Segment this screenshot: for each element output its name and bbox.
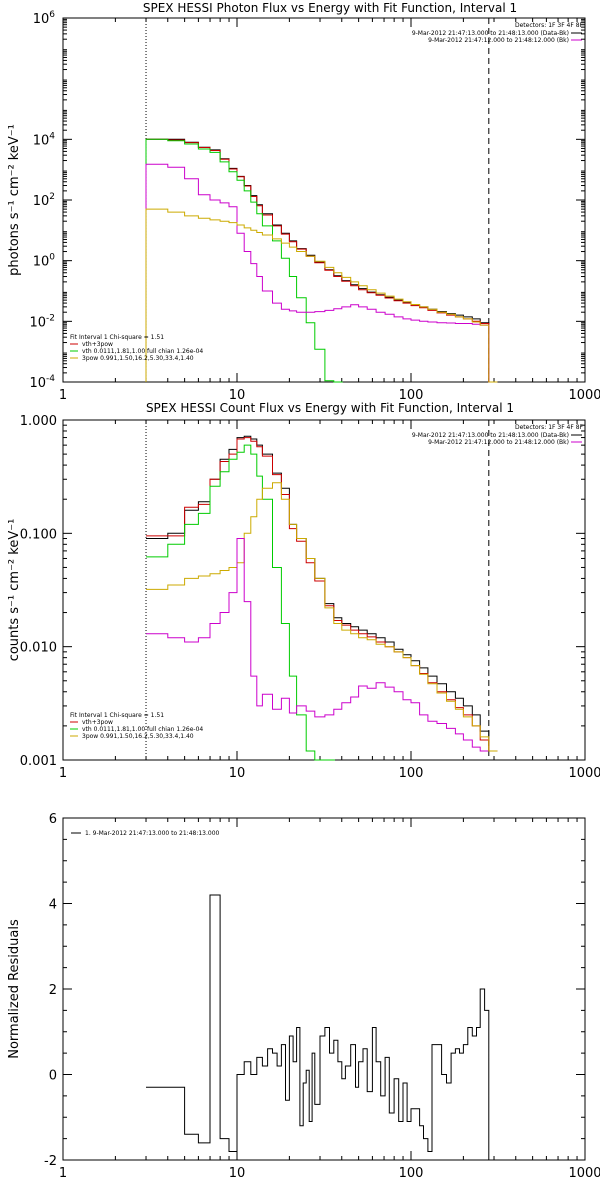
legend-fit-header: Fit Interval 1 Chi-square = 1.51 xyxy=(70,334,164,341)
panel-2-title: SPEX HESSI Count Flux vs Energy with Fit… xyxy=(146,401,514,415)
x-tick-label: 1000 xyxy=(568,1166,600,1181)
plot-frame xyxy=(62,817,586,1161)
legend-entry-text: 9-Mar-2012 21:47:13.000 to 21:48:13.000 … xyxy=(412,30,569,37)
legend-entry-text: 9-Mar-2012 21:47:12.000 to 21:48:12.000 … xyxy=(428,439,569,446)
series-3-line xyxy=(145,138,343,383)
y-tick-label: 106 xyxy=(33,10,56,27)
x-tick-label: 1000 xyxy=(568,388,600,403)
legend-detectors: Detectors: 1F 3F 4F 8F xyxy=(515,22,584,29)
plot-frame xyxy=(62,17,586,383)
y-tick-label: -2 xyxy=(44,1154,57,1169)
y-axis-label: photons s⁻¹ cm⁻² keV⁻¹ xyxy=(7,124,22,276)
y-tick-label: 1.000 xyxy=(20,414,57,429)
y-tick-label: 6 xyxy=(49,812,57,827)
legend-entry-text: 3pow 0.991,1.50,16.2,5.30,33.4,1.40 xyxy=(82,355,194,362)
legend-entry-text: vth+3pow xyxy=(82,719,113,726)
legend-entry-text: vth 0.0111,1.81,1.00 full chian 1.26e-04 xyxy=(82,348,203,355)
x-tick-label: 1 xyxy=(59,766,67,781)
y-tick-label: 104 xyxy=(33,131,56,148)
y-axis-label: counts s⁻¹ cm⁻² keV⁻¹ xyxy=(7,519,22,662)
x-tick-label: 1 xyxy=(59,1166,67,1181)
x-tick-label: 100 xyxy=(399,388,424,403)
series-5-line xyxy=(146,538,489,752)
legend-entry-text: vth+3pow xyxy=(82,341,113,348)
legend-entry-text: 9-Mar-2012 21:47:12.000 to 21:48:12.000 … xyxy=(428,37,569,44)
x-tick-label: 100 xyxy=(399,1166,424,1181)
y-tick-label: 10-4 xyxy=(29,374,55,391)
series-1-line xyxy=(146,435,498,752)
legend-detectors: Detectors: 1F 3F 4F 8F xyxy=(515,424,584,431)
x-tick-label: 1000 xyxy=(568,766,600,781)
x-tick-label: 1 xyxy=(59,388,67,403)
y-axis-label: Normalized Residuals xyxy=(7,919,22,1059)
legend-fit-header: Fit Interval 1 Chi-square = 1.51 xyxy=(70,712,164,719)
series-3-line xyxy=(146,444,335,761)
panel-1-title: SPEX HESSI Photon Flux vs Energy with Fi… xyxy=(143,1,517,15)
panel-1-plot: 1 10 100 1000 10-4 10-2 100 102 104 106 photons s⁻… xyxy=(7,10,600,403)
y-tick-label: 0 xyxy=(49,1069,57,1084)
x-tick-label: 10 xyxy=(229,1166,246,1181)
legend-entry-text: 1. 9-Mar-2012 21:47:13.000 to 21:48:13.0… xyxy=(85,830,220,837)
legend-entry-text: vth 0.0111,1.81,1.00 full chian 1.26e-04 xyxy=(82,726,203,733)
series-2-line xyxy=(145,138,498,383)
y-tick-label: 0.001 xyxy=(20,754,57,769)
panel-3-plot: 1 10 100 1000 -2 0 2 4 6 Normalized Residuals 1. 9… xyxy=(7,812,600,1181)
legend-entry-text: 9-Mar-2012 21:47:13.000 to 21:48:13.000 … xyxy=(412,432,569,439)
y-tick-label: 0.010 xyxy=(20,641,57,656)
y-tick-label: 2 xyxy=(49,983,57,998)
y-tick-label: 102 xyxy=(33,192,55,209)
series-4-line xyxy=(146,482,498,752)
legend-entry-text: 3pow 0.991,1.50,16.2,5.30,33.4,1.40 xyxy=(82,733,194,740)
series-1-line xyxy=(145,138,498,383)
series-4-line xyxy=(145,163,498,383)
y-tick-label: 100 xyxy=(33,253,56,270)
panel-2-plot: 1 10 100 1000 0.001 0.010 0.100 1.000 counts s⁻¹… xyxy=(7,414,600,781)
series-1-line xyxy=(146,894,493,1161)
y-tick-label: 4 xyxy=(49,898,57,913)
x-tick-label: 100 xyxy=(399,766,424,781)
plot-frame xyxy=(62,419,586,761)
x-tick-label: 10 xyxy=(229,388,246,403)
x-tick-label: 10 xyxy=(229,766,246,781)
series-2-line xyxy=(146,437,498,752)
series-5-line xyxy=(145,208,498,383)
y-tick-label: 0.100 xyxy=(20,527,57,542)
y-tick-label: 10-2 xyxy=(29,313,55,330)
